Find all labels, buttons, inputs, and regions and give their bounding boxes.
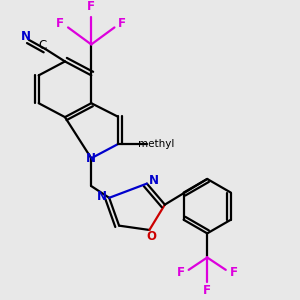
Text: C: C bbox=[38, 40, 46, 52]
Text: N: N bbox=[97, 190, 106, 203]
Text: methyl: methyl bbox=[138, 139, 174, 149]
Text: F: F bbox=[203, 284, 211, 297]
Text: N: N bbox=[21, 30, 31, 43]
Text: N: N bbox=[149, 174, 159, 187]
Text: O: O bbox=[146, 230, 156, 243]
Text: F: F bbox=[56, 17, 64, 30]
Text: F: F bbox=[87, 0, 95, 13]
Text: F: F bbox=[118, 17, 126, 30]
Text: F: F bbox=[230, 266, 238, 280]
Text: F: F bbox=[177, 266, 185, 280]
Text: N: N bbox=[86, 152, 96, 165]
